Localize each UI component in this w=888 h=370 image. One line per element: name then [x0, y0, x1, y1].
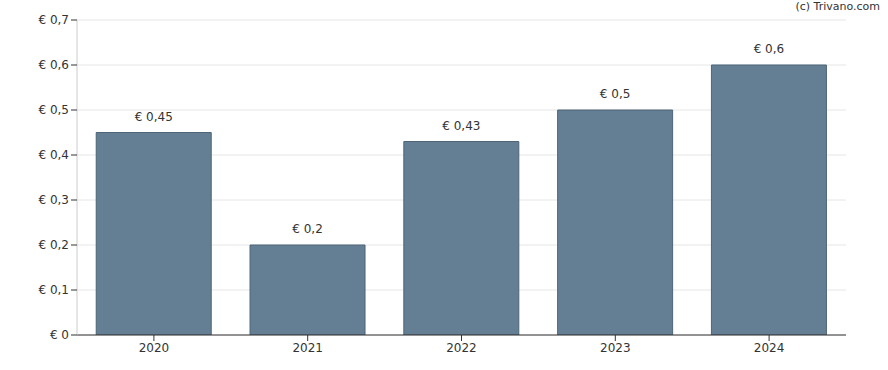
svg-text:€ 0,1: € 0,1: [38, 283, 69, 297]
svg-text:€ 0,5: € 0,5: [38, 103, 69, 117]
svg-text:2020: 2020: [139, 341, 170, 355]
svg-text:2024: 2024: [754, 341, 785, 355]
svg-text:€ 0: € 0: [50, 328, 69, 342]
svg-text:€ 0,45: € 0,45: [135, 110, 173, 124]
svg-text:2023: 2023: [600, 341, 631, 355]
svg-text:€ 0,6: € 0,6: [38, 58, 69, 72]
svg-text:€ 0,2: € 0,2: [38, 238, 69, 252]
svg-text:2021: 2021: [292, 341, 323, 355]
html-text:(c) Trivano.com: (c) Trivano.com: [795, 0, 880, 13]
svg-text:€ 0,6: € 0,6: [754, 42, 785, 56]
svg-text:2022: 2022: [446, 341, 477, 355]
svg-text:€ 0,5: € 0,5: [600, 87, 631, 101]
svg-text:€ 0,4: € 0,4: [38, 148, 69, 162]
svg-text:€ 0,2: € 0,2: [292, 222, 323, 236]
svg-text:€ 0,3: € 0,3: [38, 193, 69, 207]
svg-text:€ 0,7: € 0,7: [38, 13, 69, 27]
svg-text:€ 0,43: € 0,43: [442, 119, 480, 133]
